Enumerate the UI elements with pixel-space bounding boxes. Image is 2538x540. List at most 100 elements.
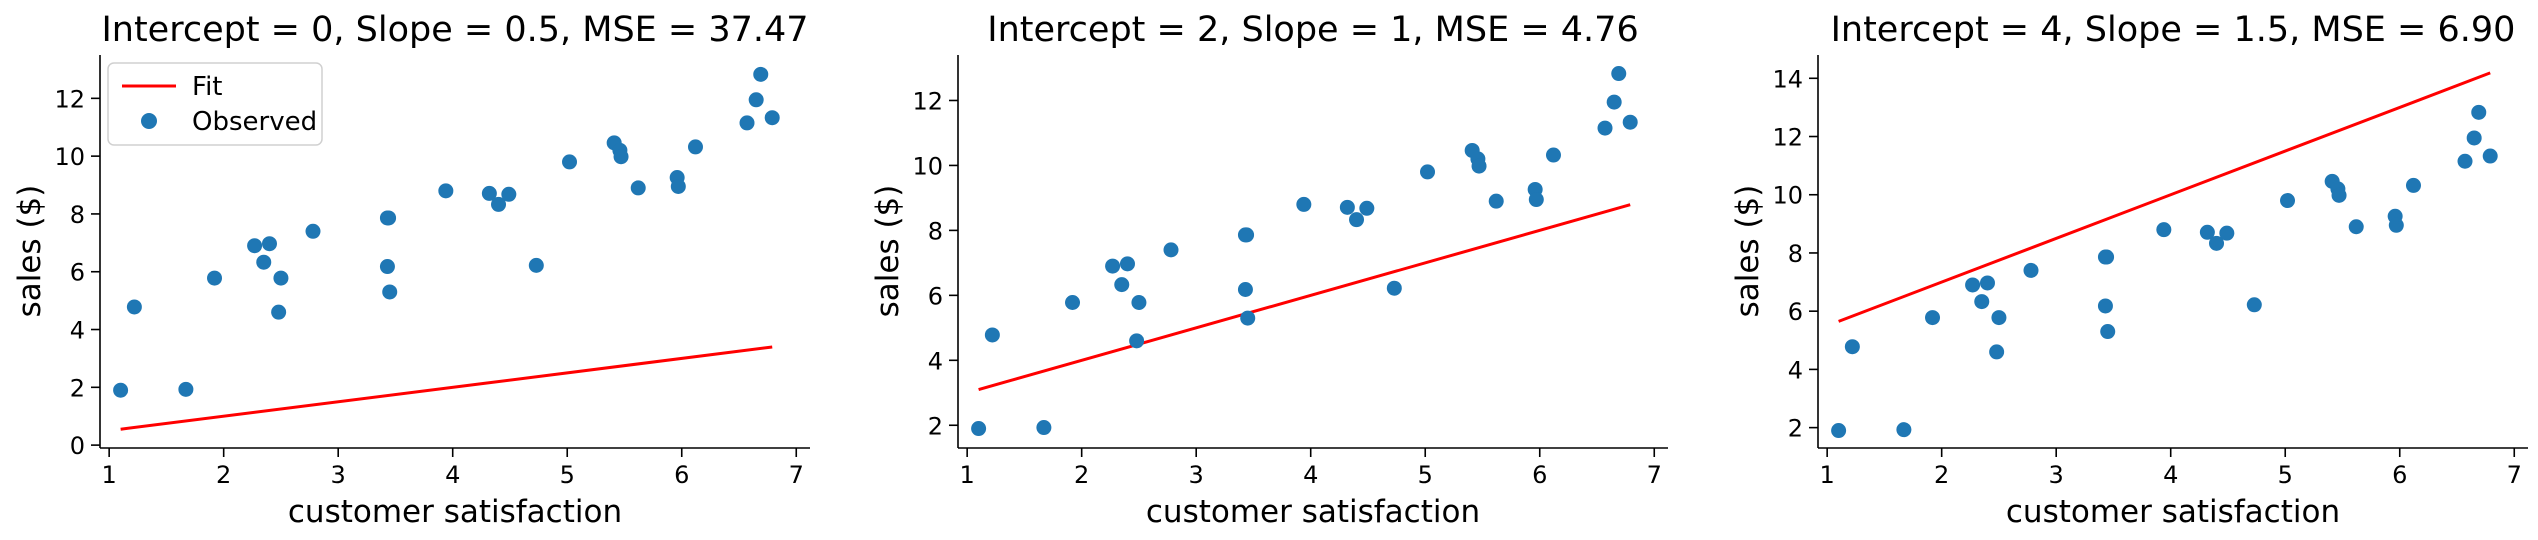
subplot-2-data-point	[1163, 242, 1179, 258]
subplot-1-data-point	[207, 270, 223, 286]
subplot-3-data-point	[1844, 339, 1860, 355]
subplot-3-title: Intercept = 4, Slope = 1.5, MSE = 6.90	[1831, 10, 2516, 50]
subplot-1-x-tick-label: 3	[331, 461, 346, 489]
subplot-2-data-point	[1114, 277, 1130, 293]
subplot-2-data-point	[971, 421, 987, 437]
subplot-3-y-tick-label: 8	[1788, 240, 1803, 268]
subplot-1-data-point	[739, 115, 755, 131]
subplot-2-x-tick-label: 2	[1074, 461, 1089, 489]
subplot-1-y-tick-label: 8	[70, 201, 85, 229]
subplot-3-data-point	[2209, 235, 2225, 251]
subplot-2-y-tick-label: 6	[928, 282, 943, 310]
subplot-3-x-tick-label: 4	[2163, 461, 2178, 489]
subplot-2-ylabel: sales ($)	[870, 185, 906, 318]
subplot-1-data-point	[382, 284, 398, 300]
subplot-1-y-tick-label: 4	[70, 317, 85, 345]
subplot-3-fit-line	[1838, 71, 2491, 323]
subplot-1-data-point	[753, 66, 769, 82]
subplot-1-data-point	[764, 110, 780, 126]
subplot-2-xlabel: customer satisfaction	[1146, 494, 1480, 530]
subplot-3-x-tick-label: 2	[1934, 461, 1949, 489]
subplot-2-x-tick-label: 3	[1189, 461, 1204, 489]
subplot-3-data-point	[1979, 275, 1995, 291]
subplot-3-y-tick-label: 12	[1772, 124, 1803, 152]
legend-observed-label: Observed	[192, 107, 317, 137]
subplot-1-fit-line	[120, 345, 773, 431]
subplot-2-data-point	[1036, 420, 1052, 436]
subplot-2-x-tick-label: 4	[1303, 461, 1318, 489]
subplot-1-y-tick-label: 6	[70, 259, 85, 287]
subplot-2-data-point	[1622, 114, 1638, 130]
subplot-2-data-point	[1528, 192, 1544, 208]
subplot-3-data-point	[2280, 193, 2296, 209]
subplot-2-x-tick-label: 6	[1532, 461, 1547, 489]
subplot-1-data-point	[247, 238, 263, 254]
subplot-1-y-tick-label: 0	[70, 432, 85, 460]
subplot-1-ylabel: sales ($)	[12, 185, 48, 318]
subplot-2-title: Intercept = 2, Slope = 1, MSE = 4.76	[987, 10, 1638, 50]
subplot-1-data-point	[528, 257, 544, 273]
subplot-1-x-tick-label: 1	[102, 461, 117, 489]
subplot-2-y-tick-label: 8	[928, 217, 943, 245]
subplot-2-data-point	[984, 327, 1000, 343]
subplot-3-data-point	[2097, 298, 2113, 314]
subplot-3-x-tick-label: 3	[2049, 461, 2064, 489]
subplot-3-data-point	[2199, 224, 2215, 240]
subplot-3-data-point	[1989, 344, 2005, 360]
subplot-2-x-tick-label: 7	[1647, 461, 1662, 489]
subplot-2-x-tick-label: 1	[960, 461, 975, 489]
legend: Fit Observed	[107, 62, 323, 146]
subplot-3-data-point	[1831, 423, 1847, 439]
subplot-2-fit-line	[978, 203, 1631, 391]
subplot-3-data-point	[2100, 324, 2116, 340]
subplot-1-data-point	[501, 186, 517, 202]
subplot-3-data-point	[1965, 277, 1981, 293]
subplot-1-data-point	[562, 154, 578, 170]
subplot-3-ylabel: sales ($)	[1730, 185, 1766, 318]
subplot-1-data-point	[379, 259, 395, 275]
subplot-1-data-point	[481, 185, 497, 201]
subplot-2-data-point	[1349, 212, 1365, 228]
subplot-2-y-tick-label: 10	[912, 152, 943, 180]
legend-fit-label: Fit	[192, 72, 222, 102]
subplot-3-data-point	[2466, 130, 2482, 146]
subplot-1-y-tick-label: 12	[54, 85, 85, 113]
subplot-1-data-point	[748, 92, 764, 108]
subplot-1-data-point	[613, 149, 629, 165]
subplot-3-data-point	[2457, 153, 2473, 169]
subplot-3-data-point	[1925, 310, 1941, 326]
subplot-2-data-point	[1597, 120, 1613, 136]
subplot-3-y-tick-label: 10	[1772, 182, 1803, 210]
subplot-1-data-point	[273, 270, 289, 286]
subplot-2-y-tick-label: 2	[928, 412, 943, 440]
subplot-1-title: Intercept = 0, Slope = 0.5, MSE = 37.47	[101, 10, 808, 50]
subplot-3-y-tick-label: 2	[1788, 415, 1803, 443]
subplot-2-data-point	[1237, 282, 1253, 298]
subplot-3: Intercept = 4, Slope = 1.5, MSE = 6.90 c…	[1730, 10, 2528, 530]
subplot-1-data-point	[256, 254, 272, 270]
legend-observed-swatch	[141, 113, 157, 129]
subplot-1-y-tick-label: 10	[54, 143, 85, 171]
subplot-2-data-point	[1065, 294, 1081, 310]
subplot-1-data-point	[630, 180, 646, 196]
subplot-2-data-point	[1131, 294, 1147, 310]
subplot-2-data-point	[1386, 280, 1402, 296]
subplot-1: Intercept = 0, Slope = 0.5, MSE = 37.47 …	[12, 10, 810, 530]
subplot-3-data-point	[1991, 310, 2007, 326]
subplot-3-data-point	[1974, 294, 1990, 310]
legend-frame	[107, 62, 323, 146]
subplot-2-x-tick-label: 5	[1418, 461, 1433, 489]
subplot-1-data-point	[687, 139, 703, 155]
subplot-2-data-point	[1105, 258, 1121, 274]
subplot-1-y-tick-label: 2	[70, 374, 85, 402]
subplot-1-data-point	[670, 178, 686, 194]
subplot-2-data-point	[1239, 227, 1255, 243]
subplot-1-data-point	[113, 382, 129, 398]
subplot-3-x-tick-label: 7	[2507, 461, 2522, 489]
subplot-3-x-tick-label: 1	[1820, 461, 1835, 489]
subplot-2-data-point	[1471, 158, 1487, 174]
subplot-3-y-tick-label: 6	[1788, 298, 1803, 326]
subplot-1-data-point	[126, 299, 142, 315]
